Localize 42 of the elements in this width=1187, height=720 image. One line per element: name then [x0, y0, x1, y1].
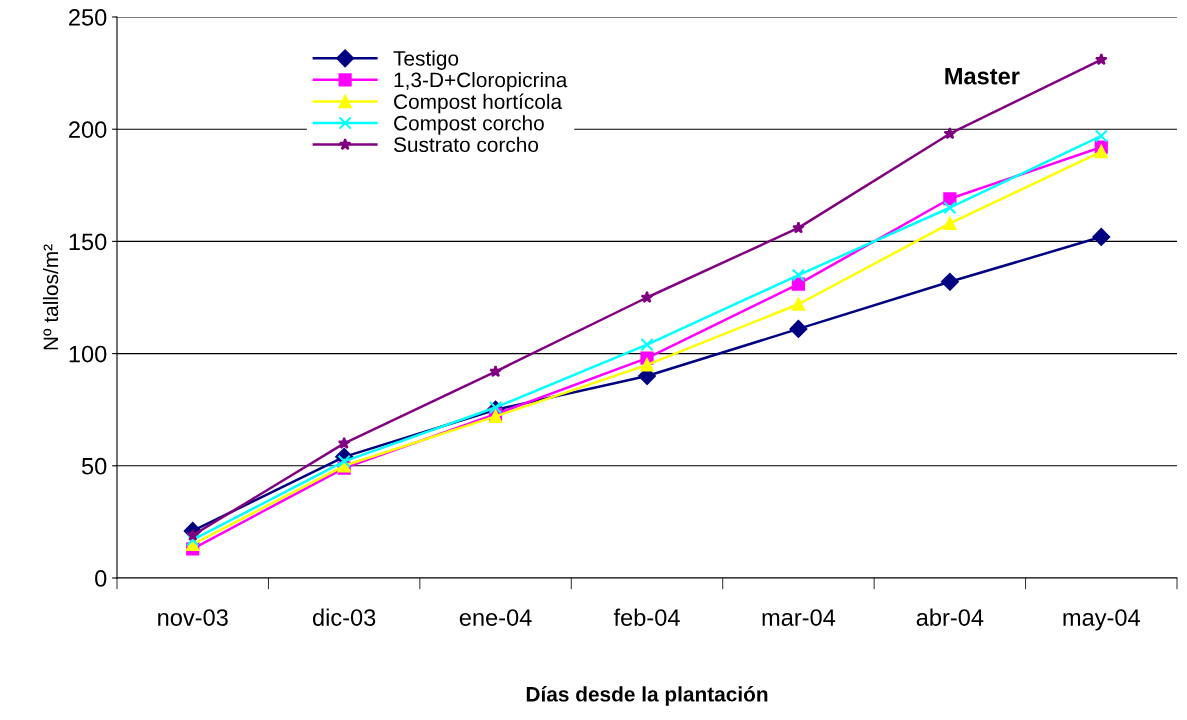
- x-tick-label: mar-04: [762, 609, 836, 626]
- y-tick-label: 100: [69, 345, 107, 363]
- legend-label: 1,3-D+Cloropicrina: [394, 72, 568, 92]
- y-tick-label: 250: [69, 9, 107, 26]
- point: [337, 436, 351, 449]
- point: [943, 127, 957, 140]
- point: [640, 338, 654, 352]
- y-tick-label: 0: [95, 570, 107, 587]
- legend-label: Sustrato corcho: [393, 136, 539, 153]
- x-tick-label: feb-04: [613, 608, 680, 626]
- point: [1092, 228, 1111, 246]
- legend-label: Testigo: [393, 50, 459, 70]
- point: [940, 272, 959, 291]
- x-tick-label: nov-03: [158, 609, 228, 626]
- y-axis-title: Nº tallos/m²: [42, 244, 59, 350]
- point: [640, 290, 654, 304]
- point: [489, 364, 502, 378]
- x-tick-label: dic-03: [312, 608, 376, 626]
- point: [791, 297, 806, 311]
- legend-label: Compost corcho: [394, 115, 544, 135]
- point: [488, 400, 503, 415]
- point: [791, 277, 806, 291]
- point: [1094, 129, 1108, 143]
- point: [943, 201, 957, 215]
- point: [640, 358, 654, 372]
- annotation: Master: [945, 68, 1020, 85]
- point: [943, 216, 957, 231]
- point: [186, 528, 200, 541]
- y-tick-label: 50: [81, 457, 107, 475]
- point: [791, 268, 806, 282]
- x-tick-label: may-04: [1063, 609, 1140, 631]
- x-axis-title: Días desde la plantación: [526, 686, 768, 706]
- point: [789, 320, 808, 338]
- point: [1094, 145, 1108, 159]
- y-tick-label: 200: [69, 121, 107, 138]
- legend-label: Compost hortícola: [394, 93, 563, 114]
- x-tick-label: abr-04: [916, 608, 984, 626]
- point: [186, 533, 200, 547]
- y-tick-label: 150: [69, 233, 107, 251]
- point: [792, 221, 805, 234]
- point: [1094, 53, 1108, 66]
- x-tick-label: ene-04: [459, 609, 532, 626]
